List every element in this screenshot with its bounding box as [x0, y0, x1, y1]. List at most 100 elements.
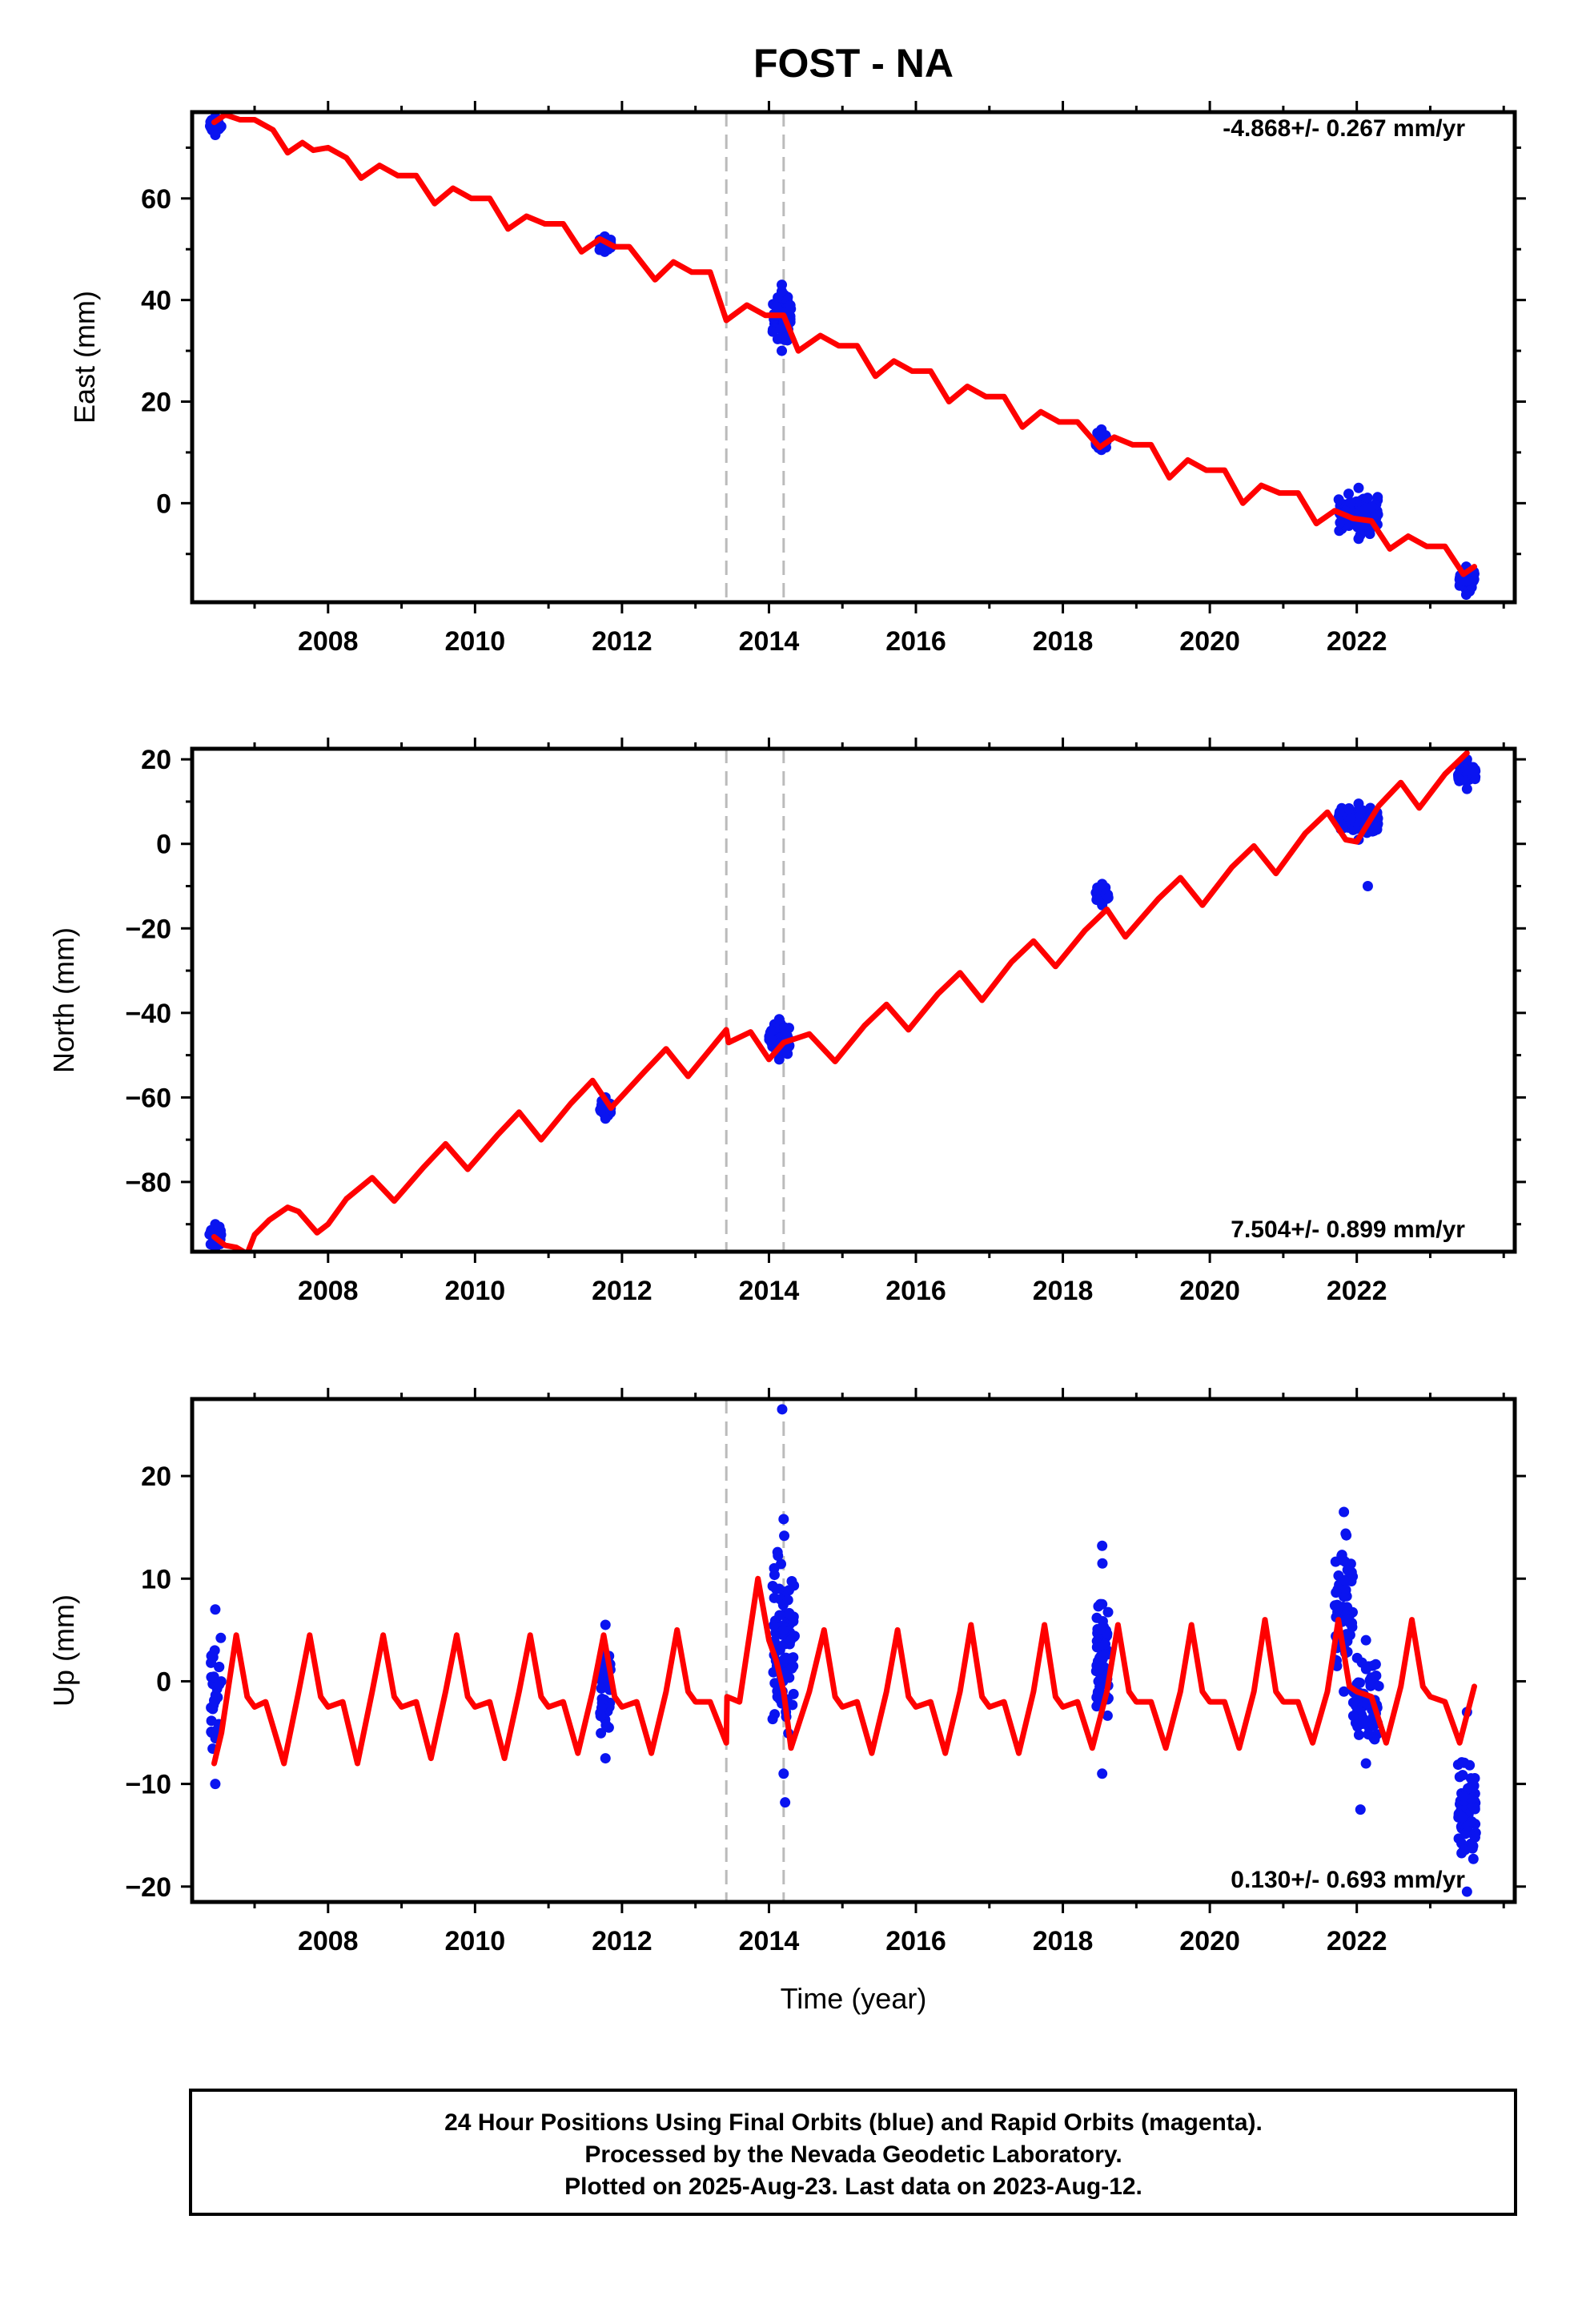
- x-tick-label: 2022: [1327, 626, 1387, 657]
- y-tick-label: 20: [141, 387, 171, 417]
- data-point: [1353, 482, 1364, 493]
- data-point: [1351, 1652, 1363, 1663]
- x-tick-label: 2022: [1327, 1926, 1387, 1956]
- data-point: [1102, 892, 1114, 903]
- data-point: [1097, 1615, 1108, 1626]
- data-point: [1360, 1634, 1371, 1646]
- footer-frame: [189, 2089, 1517, 2216]
- data-point: [786, 1663, 797, 1674]
- data-point: [1345, 814, 1356, 825]
- data-point: [1354, 1677, 1365, 1688]
- x-tick-label: 2010: [445, 626, 506, 657]
- panel-frame: [190, 746, 1517, 1254]
- data-point: [1094, 1663, 1106, 1674]
- data-point: [1097, 879, 1108, 890]
- data-point: [210, 1242, 221, 1252]
- data-point: [1097, 1651, 1108, 1662]
- x-tick-label: 2018: [1033, 626, 1094, 657]
- data-point: [596, 1703, 607, 1714]
- y-tick-label: −10: [125, 1770, 171, 1800]
- data-point: [1353, 798, 1364, 810]
- x-tick-label: 2012: [592, 626, 652, 657]
- data-point: [1340, 1528, 1351, 1539]
- x-tick-label: 2020: [1179, 1276, 1240, 1306]
- data-point: [777, 323, 788, 334]
- data-point: [771, 301, 782, 312]
- plot-area: [204, 112, 1480, 602]
- data-point: [1461, 1886, 1472, 1897]
- x-tick-label: 2008: [298, 626, 359, 657]
- y-tick-label: 40: [141, 286, 171, 316]
- data-point: [788, 1652, 799, 1663]
- data-point: [1469, 1831, 1480, 1843]
- data-point: [1347, 1711, 1359, 1722]
- data-point: [214, 1679, 225, 1691]
- y-tick-label: −60: [125, 1083, 171, 1113]
- velocity-rate-label: 7.504+/- 0.899 mm/yr: [1231, 1216, 1465, 1243]
- x-tick-label: 2012: [592, 1926, 652, 1956]
- x-tick-label: 2010: [445, 1276, 506, 1306]
- x-tick-label: 2008: [298, 1276, 359, 1306]
- x-tick-label: 2016: [885, 1276, 946, 1306]
- data-point: [1341, 1614, 1352, 1625]
- data-point: [1457, 1770, 1468, 1781]
- data-point: [207, 1703, 219, 1715]
- data-point: [1458, 1844, 1469, 1856]
- east-panel: 2008 2010 2012 2014 2016 2018 2020 2022 0 20 40 60 E…: [68, 101, 1526, 657]
- data-point: [1091, 1642, 1102, 1653]
- data-point: [767, 326, 778, 337]
- model-curve: [211, 1575, 1477, 1767]
- data-point: [1362, 881, 1373, 892]
- model-curve: [211, 112, 1477, 577]
- model-curve: [211, 750, 1470, 1252]
- y-tick-label: 0: [156, 1667, 171, 1697]
- data-point: [1357, 1718, 1368, 1729]
- data-point: [1342, 1564, 1353, 1575]
- data-point: [774, 1610, 785, 1621]
- data-point: [772, 1546, 783, 1558]
- x-tick-label: 2012: [592, 1276, 652, 1306]
- data-point: [596, 1727, 607, 1739]
- panel-frame: [190, 1397, 1517, 1904]
- data-point: [765, 1025, 777, 1036]
- data-point: [777, 345, 788, 356]
- y-tick-label: −20: [125, 1872, 171, 1903]
- footer-line-2: Processed by the Nevada Geodetic Laborat…: [584, 2141, 1122, 2168]
- data-point: [1353, 533, 1364, 545]
- y-tick-label: 20: [141, 745, 171, 775]
- y-tick-label: −80: [125, 1168, 171, 1198]
- x-tick-label: 2014: [739, 1276, 800, 1306]
- data-point: [1360, 1663, 1371, 1675]
- data-point: [1462, 765, 1473, 776]
- up-panel: 2008 2010 2012 2014 2016 2018 2020 2022 −20 −10 0 1…: [47, 1388, 1526, 1956]
- data-point: [784, 1607, 795, 1618]
- footer-line-1: 24 Hour Positions Using Final Orbits (bl…: [444, 2109, 1263, 2136]
- data-point: [767, 1714, 778, 1725]
- data-point: [1343, 802, 1355, 814]
- data-point: [770, 1583, 781, 1594]
- panel-frame: [190, 110, 1517, 605]
- data-point: [1364, 529, 1375, 540]
- data-point: [1334, 806, 1345, 818]
- y-axis-label: Up (mm): [47, 1594, 80, 1707]
- data-point: [1340, 1575, 1351, 1586]
- data-point: [789, 1580, 800, 1591]
- data-point: [1345, 497, 1356, 508]
- data-point: [777, 1625, 789, 1636]
- footer-line-3: Plotted on 2025-Aug-23. Last data on 202…: [564, 2173, 1142, 2200]
- data-point: [1365, 1678, 1376, 1689]
- data-point: [215, 1632, 227, 1643]
- data-point: [1467, 1843, 1478, 1854]
- data-point: [777, 279, 788, 291]
- data-point: [1337, 1554, 1348, 1565]
- data-point: [1373, 1680, 1384, 1691]
- data-point: [210, 1779, 221, 1790]
- data-point: [210, 1604, 221, 1615]
- north-panel: 2008 2010 2012 2014 2016 2018 2020 2022 −80 −60 −4…: [47, 738, 1526, 1306]
- x-tick-label: 2010: [445, 1926, 506, 1956]
- data-point: [782, 1594, 793, 1606]
- x-axis-label: Time (year): [781, 1982, 927, 2015]
- data-point: [1353, 1729, 1364, 1740]
- data-point: [595, 1105, 606, 1116]
